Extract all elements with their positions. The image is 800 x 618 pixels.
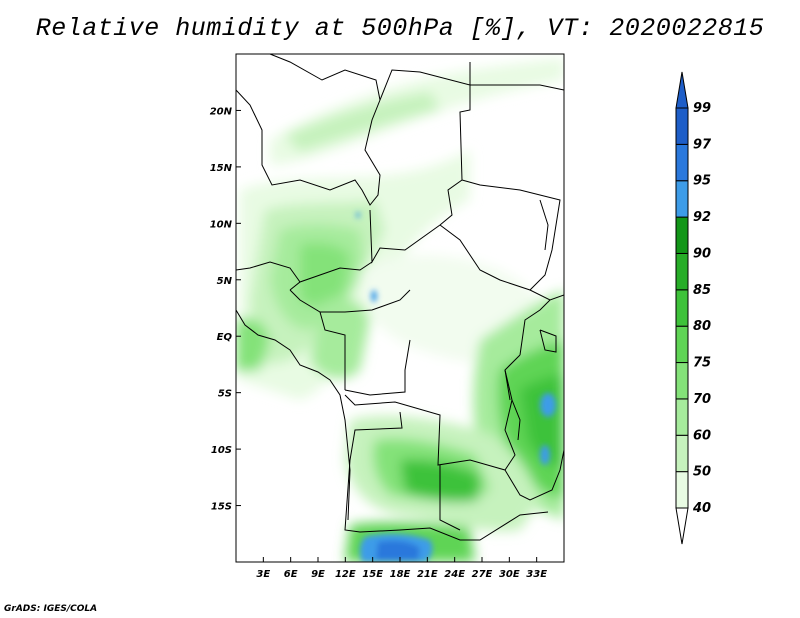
lon-tick-label: 33E: [526, 569, 547, 580]
colorbar-label: 50: [693, 465, 711, 480]
humidity-field: [236, 54, 564, 562]
lat-tick-label: 10S: [211, 445, 232, 456]
colorbar-label: 92: [693, 210, 711, 225]
colorbar: 40 50 60 70 75 80 85 90 92 95 97 99: [675, 71, 712, 545]
colorbar-upper-triangle: [675, 71, 689, 109]
lon-tick-label: 6E: [284, 569, 298, 580]
colorbar-box: [675, 180, 689, 218]
colorbar-label: 90: [693, 246, 711, 261]
colorbar-box: [675, 325, 689, 364]
colorbar-box: [675, 362, 689, 400]
lat-tick-label: 15N: [210, 163, 233, 174]
lat-tick-label: EQ: [217, 332, 233, 343]
colorbar-box: [675, 398, 689, 436]
lon-tick-label: 12E: [335, 569, 356, 580]
country-borders: [236, 54, 564, 541]
axis-ticks: 3E 6E 9E 12E 15E 18E 21E 24E 27E 30E 33E 20N 15N 10N 5…: [210, 106, 548, 580]
colorbar-label: 80: [693, 319, 711, 334]
colorbar-label: 95: [693, 174, 711, 189]
colorbar-label: 85: [693, 283, 711, 298]
colorbar-label: 40: [692, 501, 711, 516]
lon-tick-label: 21E: [417, 569, 438, 580]
colorbar-box: [675, 143, 689, 182]
lon-tick-label: 18E: [390, 569, 411, 580]
colorbar-box: [675, 252, 689, 291]
map-title: Relative humidity at 500hPa [%], VT: 202…: [35, 14, 765, 43]
lat-tick-label: 5N: [217, 276, 233, 287]
colorbar-box: [675, 216, 689, 254]
colorbar-box: [675, 289, 689, 327]
lat-tick-label: 5S: [218, 389, 232, 400]
lat-tick-label: 10N: [210, 219, 233, 230]
colorbar-box: [675, 434, 689, 473]
colorbar-lower-triangle: [675, 507, 689, 545]
lon-tick-label: 15E: [362, 569, 383, 580]
lon-tick-label: 3E: [256, 569, 270, 580]
lon-tick-label: 9E: [311, 569, 325, 580]
lon-tick-label: 27E: [472, 569, 493, 580]
colorbar-label: 70: [693, 392, 711, 407]
lat-tick-label: 15S: [211, 502, 232, 513]
colorbar-box: [675, 107, 689, 145]
lon-tick-label: 30E: [499, 569, 520, 580]
colorbar-label: 97: [693, 137, 712, 152]
lat-tick-label: 20N: [210, 106, 233, 117]
grads-credit: GrADS: IGES/COLA: [4, 604, 98, 614]
lon-tick-label: 24E: [444, 569, 465, 580]
colorbar-label: 60: [693, 428, 711, 443]
colorbar-box: [675, 471, 689, 509]
colorbar-label: 75: [693, 356, 711, 371]
colorbar-label: 99: [693, 101, 711, 116]
